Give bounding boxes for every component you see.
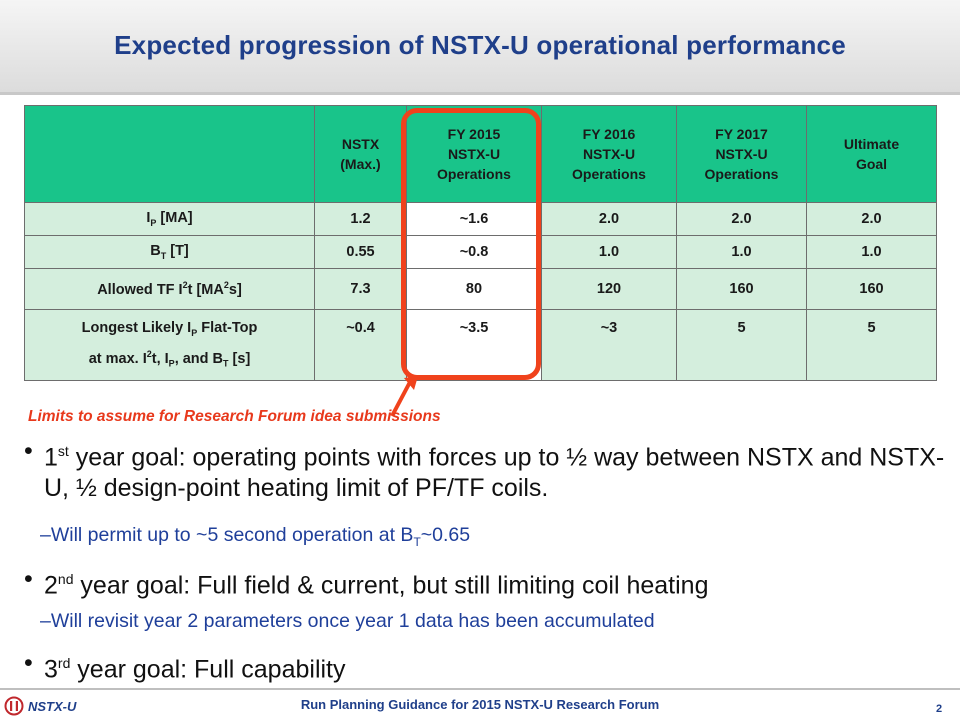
table-cell: 1.2 [314, 202, 407, 236]
header-cell-fy2016: FY 2016 NSTX-U Operations [541, 105, 677, 203]
bullet-year1-sup: st [57, 443, 69, 459]
table-cell: 7.3 [314, 268, 407, 310]
fy2015-highlight-box [401, 108, 541, 380]
bullet-year3: • 3rd year goal: Full capability [24, 648, 346, 685]
bullet-year1-text: year goal: operating points with forces … [44, 443, 945, 503]
table-cell: ~1.6 [406, 202, 542, 236]
table-cell: 2.0 [676, 202, 807, 236]
header-cell-nstx: NSTX (Max.) [314, 105, 407, 203]
header-cell-fy2015: FY 2015 NSTX-U Operations [406, 105, 542, 203]
sub-bullet-year2-text: Will revisit year 2 parameters once year… [50, 610, 655, 632]
highlight-note: Limits to assume for Research Forum idea… [28, 408, 441, 425]
table-cell: 160 [806, 268, 937, 310]
row-label-ip: IP [MA] [24, 202, 315, 236]
bullet-year1: • 1st year goal: operating points with f… [24, 436, 950, 504]
table-cell: 2.0 [541, 202, 677, 236]
table-row: Longest Likely IP Flat-Top at max. I2t, I… [24, 309, 937, 381]
sub-bullet-year1-sub: T [413, 534, 421, 549]
table-cell: 120 [541, 268, 677, 310]
sub-bullet-year1: –Will permit up to ~5 second operation a… [40, 524, 471, 549]
table-row: Allowed TF I2t [MA2s] 7.3 80 120 160 160 [24, 268, 937, 310]
table-cell: 1.0 [806, 235, 937, 269]
table-cell: 1.0 [541, 235, 677, 269]
page-number: 2 [936, 703, 943, 715]
bullet-year2: • 2nd year goal: Full field & current, b… [24, 564, 709, 601]
header-cell-fy2017: FY 2017 NSTX-U Operations [676, 105, 807, 203]
slide-title: Expected progression of NSTX-U operation… [114, 30, 846, 60]
table-cell: ~0.8 [406, 235, 542, 269]
bullet-year2-text: year goal: Full field & current, but sti… [73, 571, 709, 600]
nstx-logo-icon [4, 696, 24, 716]
table-cell: 0.55 [314, 235, 407, 269]
table-header-row: NSTX (Max.) FY 2015 NSTX-U Operations FY 20… [24, 105, 937, 203]
table-cell: 5 [676, 309, 807, 381]
row-label-i2t: Allowed TF I2t [MA2s] [24, 268, 315, 310]
bullet-year3-num: 3 [44, 655, 58, 684]
sub-bullet-year1-text: Will permit up to ~5 second operation at… [50, 524, 414, 546]
bullet-dot: • [24, 565, 33, 593]
bullet-year2-num: 2 [44, 571, 58, 600]
bullet-year2-sup: nd [57, 571, 74, 587]
footer-divider [0, 688, 960, 690]
table-cell: 80 [406, 268, 542, 310]
table-cell: ~3 [541, 309, 677, 381]
table-cell: ~3.5 [406, 309, 542, 381]
bullet-year3-text: year goal: Full capability [70, 655, 346, 684]
sub-bullet-year2: –Will revisit year 2 parameters once yea… [40, 610, 655, 632]
table-cell: 1.0 [676, 235, 807, 269]
sub-bullet-year1-post: ~0.65 [420, 524, 471, 546]
row-label-flattop: Longest Likely IP Flat-Top at max. I2t, I… [24, 309, 315, 381]
bullet-year1-num: 1 [44, 443, 58, 472]
header-cell-ultimate: Ultimate Goal [806, 105, 937, 203]
table-cell: 5 [806, 309, 937, 381]
bullet-year3-sup: rd [57, 655, 71, 671]
header-cell-empty [24, 105, 315, 203]
bullet-dot: • [24, 649, 33, 677]
title-bar [0, 0, 960, 95]
table-cell: 160 [676, 268, 807, 310]
row-label-bt: BT [T] [24, 235, 315, 269]
header-nstx-l2: (Max.) [340, 156, 381, 172]
header-nstx-l1: NSTX [341, 136, 380, 152]
footer-title: Run Planning Guidance for 2015 NSTX-U Re… [300, 697, 660, 712]
bullet-dot: • [24, 437, 33, 465]
table-cell: ~0.4 [314, 309, 407, 381]
performance-table: NSTX (Max.) FY 2015 NSTX-U Operations FY 20… [24, 105, 937, 381]
footer-logo-text: NSTX-U [28, 699, 77, 714]
table-row: BT [T] 0.55 ~0.8 1.0 1.0 1.0 [24, 235, 937, 269]
table-cell: 2.0 [806, 202, 937, 236]
pointer-arrow-icon [390, 376, 418, 417]
table-row: IP [MA] 1.2 ~1.6 2.0 2.0 2.0 [24, 202, 937, 236]
